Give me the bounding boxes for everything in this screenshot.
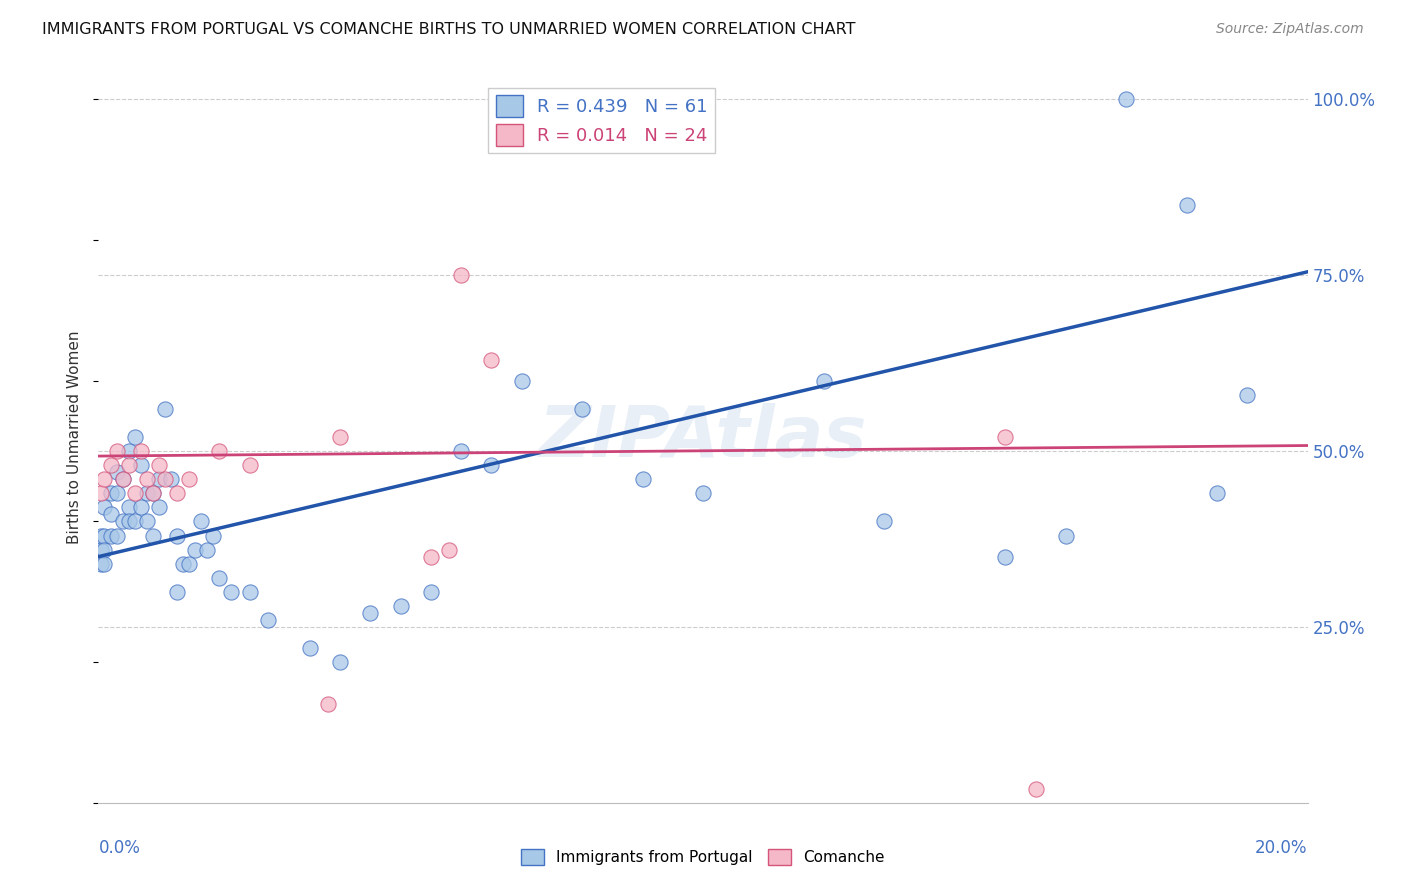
Y-axis label: Births to Unmarried Women: Births to Unmarried Women bbox=[67, 330, 83, 544]
Point bbox=[873, 515, 896, 529]
Point bbox=[450, 444, 472, 458]
Point bbox=[510, 374, 533, 388]
Point bbox=[239, 458, 262, 473]
Point bbox=[208, 444, 231, 458]
Point bbox=[148, 500, 170, 515]
Point bbox=[129, 458, 152, 473]
Point bbox=[124, 486, 146, 500]
Point bbox=[221, 584, 243, 599]
Point bbox=[172, 557, 194, 571]
Point bbox=[111, 472, 134, 486]
Text: IMMIGRANTS FROM PORTUGAL VS COMANCHE BIRTHS TO UNMARRIED WOMEN CORRELATION CHART: IMMIGRANTS FROM PORTUGAL VS COMANCHE BIR… bbox=[42, 22, 856, 37]
Point bbox=[1054, 528, 1077, 542]
Point bbox=[166, 528, 188, 542]
Point bbox=[389, 599, 412, 613]
Point bbox=[179, 472, 201, 486]
Point bbox=[148, 458, 170, 473]
Point bbox=[153, 472, 176, 486]
Point bbox=[105, 528, 128, 542]
Point bbox=[93, 557, 115, 571]
Point bbox=[118, 500, 141, 515]
Point bbox=[420, 549, 443, 564]
Point bbox=[93, 500, 115, 515]
Point bbox=[190, 515, 212, 529]
Point bbox=[100, 528, 122, 542]
Point bbox=[437, 542, 460, 557]
Point bbox=[129, 444, 152, 458]
Point bbox=[90, 486, 112, 500]
Point bbox=[93, 472, 115, 486]
Point bbox=[90, 528, 112, 542]
Point bbox=[166, 486, 188, 500]
Point bbox=[1206, 486, 1229, 500]
Point bbox=[994, 430, 1017, 444]
Point bbox=[450, 268, 472, 283]
Point bbox=[239, 584, 262, 599]
Point bbox=[360, 606, 382, 620]
Point bbox=[316, 698, 339, 712]
Point bbox=[118, 515, 141, 529]
Point bbox=[142, 486, 165, 500]
Point bbox=[1236, 388, 1258, 402]
Point bbox=[481, 458, 503, 473]
Point bbox=[90, 557, 112, 571]
Point bbox=[420, 584, 443, 599]
Point bbox=[135, 515, 157, 529]
Point bbox=[118, 458, 141, 473]
Point bbox=[692, 486, 714, 500]
Point bbox=[124, 430, 146, 444]
Text: 0.0%: 0.0% bbox=[98, 839, 141, 857]
Text: Source: ZipAtlas.com: Source: ZipAtlas.com bbox=[1216, 22, 1364, 37]
Legend: Immigrants from Portugal, Comanche: Immigrants from Portugal, Comanche bbox=[515, 843, 891, 871]
Point bbox=[153, 401, 176, 416]
Legend: R = 0.439   N = 61, R = 0.014   N = 24: R = 0.439 N = 61, R = 0.014 N = 24 bbox=[488, 87, 714, 153]
Point bbox=[105, 444, 128, 458]
Point bbox=[111, 472, 134, 486]
Point bbox=[179, 557, 201, 571]
Point bbox=[202, 528, 225, 542]
Point bbox=[166, 584, 188, 599]
Point bbox=[299, 641, 322, 656]
Text: 20.0%: 20.0% bbox=[1256, 839, 1308, 857]
Point bbox=[118, 444, 141, 458]
Point bbox=[135, 486, 157, 500]
Point bbox=[1175, 198, 1198, 212]
Point bbox=[631, 472, 654, 486]
Point bbox=[148, 472, 170, 486]
Point bbox=[160, 472, 183, 486]
Point bbox=[90, 542, 112, 557]
Point bbox=[105, 465, 128, 479]
Point bbox=[93, 528, 115, 542]
Point bbox=[329, 655, 352, 669]
Point bbox=[256, 613, 278, 627]
Point bbox=[571, 401, 593, 416]
Point bbox=[93, 542, 115, 557]
Point bbox=[481, 352, 503, 367]
Point bbox=[111, 515, 134, 529]
Point bbox=[135, 472, 157, 486]
Point bbox=[195, 542, 218, 557]
Point bbox=[813, 374, 835, 388]
Point bbox=[142, 528, 165, 542]
Point bbox=[100, 508, 122, 522]
Point bbox=[105, 486, 128, 500]
Point bbox=[994, 549, 1017, 564]
Point bbox=[100, 458, 122, 473]
Point bbox=[1115, 93, 1137, 107]
Point bbox=[124, 515, 146, 529]
Point bbox=[208, 571, 231, 585]
Text: ZIPAtlas: ZIPAtlas bbox=[538, 402, 868, 472]
Point bbox=[142, 486, 165, 500]
Point bbox=[329, 430, 352, 444]
Point bbox=[184, 542, 207, 557]
Point bbox=[1024, 781, 1046, 796]
Point bbox=[129, 500, 152, 515]
Point bbox=[100, 486, 122, 500]
